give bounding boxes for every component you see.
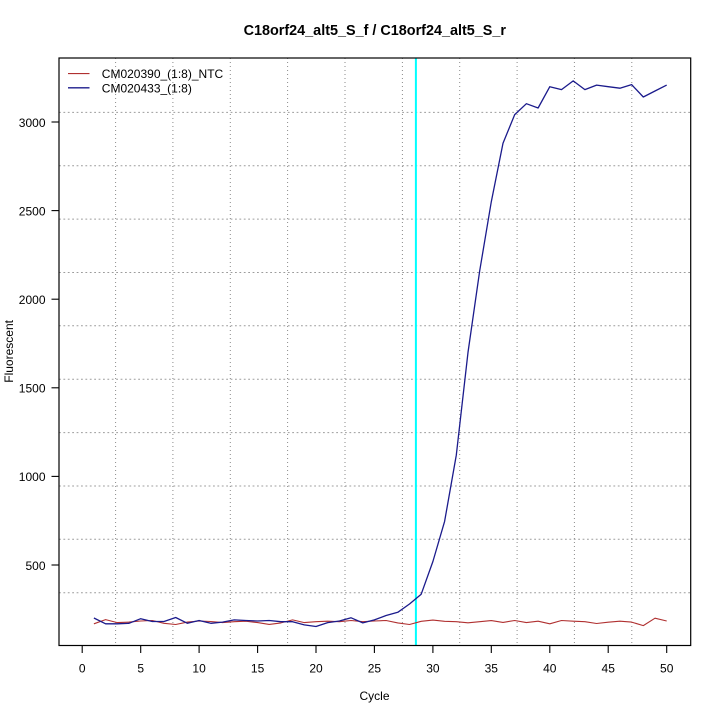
svg-text:50: 50 [660, 661, 674, 675]
svg-text:40: 40 [543, 661, 557, 675]
svg-text:CM020390_(1:8)_NTC: CM020390_(1:8)_NTC [102, 67, 224, 81]
svg-text:3000: 3000 [19, 116, 46, 130]
svg-text:2500: 2500 [19, 204, 46, 218]
svg-text:Cycle: Cycle [359, 689, 389, 703]
svg-text:1500: 1500 [19, 382, 46, 396]
svg-text:10: 10 [192, 661, 206, 675]
svg-text:15: 15 [251, 661, 265, 675]
svg-text:25: 25 [368, 661, 382, 675]
svg-text:Fluorescent: Fluorescent [2, 319, 16, 382]
svg-text:CM020433_(1:8): CM020433_(1:8) [102, 81, 192, 95]
svg-text:0: 0 [79, 661, 86, 675]
svg-text:30: 30 [426, 661, 440, 675]
svg-text:2000: 2000 [19, 293, 46, 307]
svg-text:1000: 1000 [19, 470, 46, 484]
svg-text:500: 500 [25, 559, 45, 573]
svg-text:45: 45 [602, 661, 616, 675]
svg-text:C18orf24_alt5_S_f / C18orf24_a: C18orf24_alt5_S_f / C18orf24_alt5_S_r [244, 23, 507, 39]
svg-text:5: 5 [137, 661, 144, 675]
svg-text:35: 35 [485, 661, 499, 675]
svg-text:20: 20 [309, 661, 323, 675]
